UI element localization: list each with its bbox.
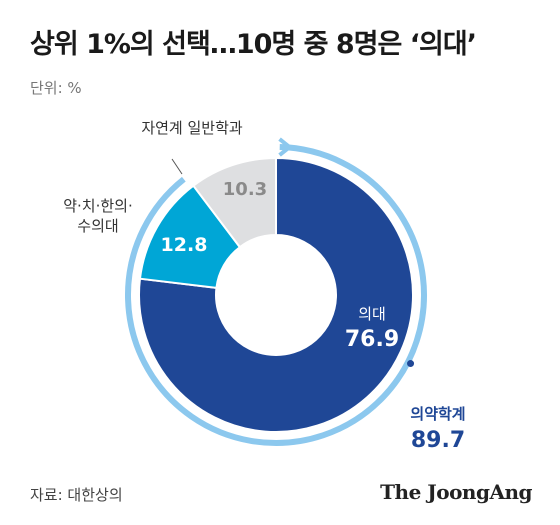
slice-label-자연계-일반학과: 자연계 일반학과 bbox=[141, 119, 243, 137]
outer-arc-value: 89.7 bbox=[411, 428, 465, 453]
outer-arc-line bbox=[125, 144, 427, 446]
leader-line bbox=[171, 158, 183, 175]
slice-3 bbox=[191, 156, 277, 249]
slice-value-2: 12.8 bbox=[161, 234, 208, 256]
chart-title: 상위 1%의 선택…10명 중 8명은 ‘의대’ bbox=[30, 29, 477, 60]
slice-label-line-2: 수의대 bbox=[77, 217, 118, 235]
slice-1 bbox=[138, 156, 414, 433]
source-note: 자료: 대한상의 bbox=[30, 486, 123, 504]
publisher-logo: The JoongAng bbox=[380, 480, 532, 504]
slice-label-의대: 의대 bbox=[358, 305, 386, 323]
outer-arc-label: 의약학계 bbox=[410, 405, 465, 423]
outer-arc-marker bbox=[407, 360, 415, 368]
slice-label-line-1: 약·치·한의· bbox=[63, 197, 133, 215]
slice-value-3: 10.3 bbox=[223, 179, 267, 200]
unit-label: 단위: % bbox=[30, 79, 82, 97]
outer-arc-arrowhead bbox=[278, 137, 293, 157]
slice-value-1: 76.9 bbox=[345, 327, 399, 352]
